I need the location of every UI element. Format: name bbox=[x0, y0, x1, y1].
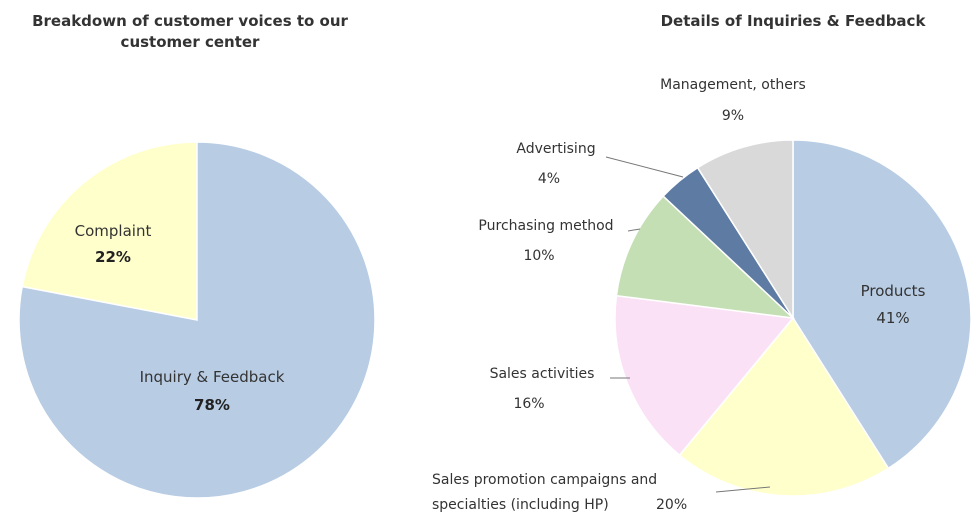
left-pie-slices bbox=[18, 141, 376, 499]
slice-label-sales-promotion-line-2: specialties (including HP) bbox=[432, 497, 609, 513]
pie-slice-complaint bbox=[21, 141, 198, 321]
slice-value-products: 41% bbox=[876, 309, 909, 327]
right-chart: Details of Inquiries & Feedback Manageme… bbox=[432, 12, 972, 513]
slice-value-advertising: 4% bbox=[538, 171, 560, 187]
slice-value-sales-promotion: 20% bbox=[656, 497, 687, 513]
pie-slice-sales-activities bbox=[614, 294, 795, 457]
left-chart-title-line-1: Breakdown of customer voices to our bbox=[32, 12, 348, 30]
pie-slice-products bbox=[792, 139, 972, 470]
pie-slice-sales-promotion-campaigns-and-specialties-including-hp bbox=[678, 316, 890, 497]
leader-line-purchasing-method bbox=[627, 228, 641, 232]
slice-value-management-others: 9% bbox=[722, 108, 744, 124]
slice-value-purchasing-method: 10% bbox=[523, 248, 554, 264]
right-pie-slices bbox=[614, 139, 972, 497]
left-chart-title-line-2: customer center bbox=[121, 33, 260, 51]
pie-slice-purchasing-method bbox=[615, 195, 796, 320]
pie-slice-management-others bbox=[696, 139, 794, 321]
slice-label-purchasing-method: Purchasing method bbox=[478, 218, 613, 234]
slice-label-products: Products bbox=[861, 282, 926, 300]
left-chart: Breakdown of customer voices to our cust… bbox=[18, 12, 376, 499]
slice-value-inquiry-feedback: 78% bbox=[194, 396, 230, 414]
slice-label-sales-promotion-line-1: Sales promotion campaigns and bbox=[432, 472, 657, 488]
slice-label-complaint: Complaint bbox=[75, 222, 152, 240]
slice-label-sales-activities: Sales activities bbox=[490, 366, 595, 382]
right-chart-title: Details of Inquiries & Feedback bbox=[661, 12, 927, 30]
slice-value-sales-activities: 16% bbox=[513, 396, 544, 412]
slice-label-advertising: Advertising bbox=[516, 141, 595, 157]
slice-label-management-others: Management, others bbox=[660, 77, 806, 93]
slice-label-inquiry-feedback: Inquiry & Feedback bbox=[140, 368, 285, 386]
slice-value-complaint: 22% bbox=[95, 248, 131, 266]
pie-slice-inquiry-feedback bbox=[18, 141, 376, 499]
leader-line-sales-promotion bbox=[715, 486, 771, 493]
leader-line-advertising bbox=[605, 156, 684, 178]
